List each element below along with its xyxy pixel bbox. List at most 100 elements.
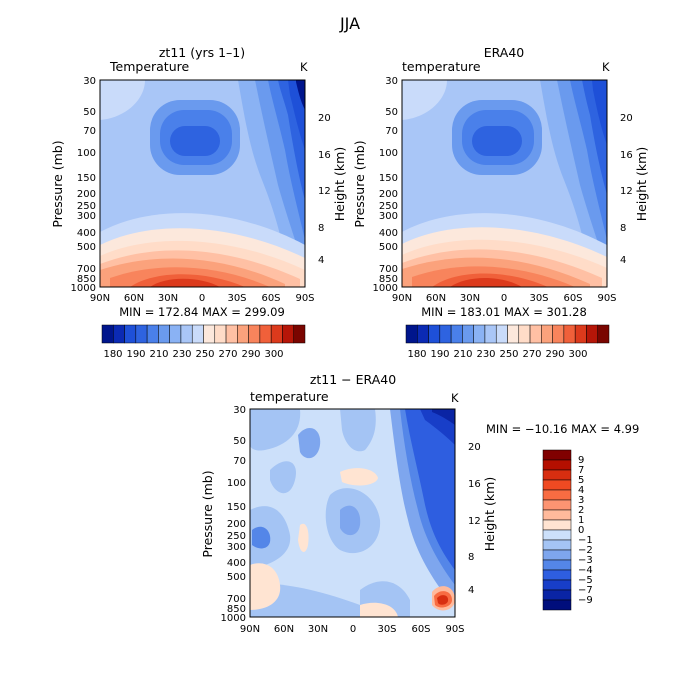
- latitude-tick: 0: [350, 624, 356, 635]
- colorbar-swatch: [542, 489, 572, 501]
- colorbar-labels: 9 7 5 4 3 2 1 0 −1 −2 −3 −4 −5 −7 −9: [578, 455, 593, 606]
- height-tick: 12: [468, 516, 481, 527]
- colorbar-label: −1: [578, 535, 593, 546]
- colorbar-swatch: [542, 579, 572, 591]
- height-tick: 20: [620, 113, 633, 124]
- colorbar-label: −4: [578, 565, 593, 576]
- height-tick: 8: [620, 223, 626, 234]
- colorbar-swatch: [101, 324, 114, 344]
- colorbar-swatch: [597, 324, 610, 344]
- pressure-tick: 70: [83, 126, 96, 137]
- pressure-tick: 100: [379, 148, 398, 159]
- units-label: K: [300, 60, 308, 74]
- height-tick: 16: [318, 150, 331, 161]
- pressure-tick: 400: [379, 228, 398, 239]
- colorbar-swatch: [450, 324, 463, 344]
- pressure-tick: 150: [379, 173, 398, 184]
- latitude-tick: 60S: [411, 624, 430, 635]
- latitude-tick: 60S: [563, 293, 582, 304]
- temperature-colorbar: [101, 324, 306, 344]
- colorbar-swatch: [542, 469, 572, 481]
- pressure-tick: 500: [227, 572, 246, 583]
- colorbar-swatch: [542, 509, 572, 521]
- pressure-tick: 1000: [71, 283, 96, 294]
- colorbar-label: 290: [545, 349, 564, 360]
- colorbar-swatch: [518, 324, 531, 344]
- colorbar-swatch: [542, 479, 572, 491]
- colorbar-swatch: [214, 324, 227, 344]
- colorbar-label: 270: [522, 349, 541, 360]
- colorbar-label: 190: [126, 349, 145, 360]
- panel-title: zt11 (yrs 1–1): [159, 45, 245, 60]
- latitude-tick: 60N: [426, 293, 446, 304]
- colorbar-label: 290: [241, 349, 260, 360]
- difference-colorbar: [542, 449, 572, 611]
- pressure-tick: 500: [77, 242, 96, 253]
- colorbar-swatch: [542, 549, 572, 561]
- pressure-tick: 700: [379, 264, 398, 275]
- height-tick: 20: [318, 113, 331, 124]
- height-axis-label: Height (km): [634, 147, 649, 221]
- min-max-stats: MIN = 172.84 MAX = 299.09: [119, 305, 285, 319]
- pressure-tick: 400: [227, 558, 246, 569]
- colorbar-swatch: [405, 324, 418, 344]
- colorbar-swatch: [574, 324, 587, 344]
- pressure-tick: 30: [385, 76, 398, 87]
- latitude-tick: 60N: [274, 624, 294, 635]
- latitude-tick: 90N: [90, 293, 110, 304]
- colorbar-label: 300: [264, 349, 283, 360]
- units-label: K: [451, 391, 459, 405]
- height-tick: 12: [620, 186, 633, 197]
- temperature-colorbar: [405, 324, 610, 344]
- colorbar-label: −9: [578, 595, 593, 606]
- latitude-tick: 60S: [261, 293, 280, 304]
- colorbar-swatch: [542, 499, 572, 511]
- pressure-tick: 250: [379, 201, 398, 212]
- colorbar-label: 9: [578, 455, 584, 466]
- colorbar-swatch: [169, 324, 182, 344]
- pressure-tick: 850: [227, 604, 246, 615]
- height-tick: 8: [468, 552, 474, 563]
- colorbar-swatch: [542, 519, 572, 531]
- colorbar-swatch: [259, 324, 272, 344]
- height-tick: 8: [318, 223, 324, 234]
- pressure-tick: 300: [77, 211, 96, 222]
- latitude-axis: 90N 60N 30N 0 30S 60S 90S: [240, 624, 465, 635]
- min-max-stats: MIN = 183.01 MAX = 301.28: [421, 305, 587, 319]
- colorbar-swatch: [135, 324, 148, 344]
- colorbar-label: 1: [578, 515, 584, 526]
- colorbar-swatch: [462, 324, 474, 344]
- colorbar-swatch: [529, 324, 542, 344]
- pressure-tick: 700: [227, 594, 246, 605]
- colorbar-swatch: [270, 324, 283, 344]
- height-tick: 4: [620, 255, 626, 266]
- colorbar-swatch: [282, 324, 294, 344]
- colorbar-label: 210: [149, 349, 168, 360]
- colorbar-swatch: [542, 449, 572, 461]
- colorbar-swatch: [563, 324, 576, 344]
- colorbar-label: −2: [578, 545, 593, 556]
- colorbar-swatch: [428, 324, 441, 344]
- colorbar-swatch: [542, 569, 572, 581]
- pressure-tick: 70: [385, 126, 398, 137]
- colorbar-label: 180: [407, 349, 426, 360]
- colorbar-swatch: [417, 324, 429, 344]
- colorbar-label: 5: [578, 475, 584, 486]
- colorbar-swatch: [507, 324, 520, 344]
- colorbar-label: −3: [578, 555, 593, 566]
- pressure-tick: 300: [227, 542, 246, 553]
- height-tick: 4: [468, 585, 474, 596]
- colorbar-swatch: [146, 324, 159, 344]
- latitude-tick: 90S: [597, 293, 616, 304]
- colorbar-label: 250: [195, 349, 214, 360]
- height-axis-label: Height (km): [332, 147, 347, 221]
- latitude-tick: 0: [501, 293, 507, 304]
- pressure-tick: 200: [379, 189, 398, 200]
- colorbar-label: −7: [578, 585, 593, 596]
- latitude-tick: 30S: [377, 624, 396, 635]
- colorbar-swatch: [180, 324, 193, 344]
- latitude-axis: 90N 60N 30N 0 30S 60S 90S: [90, 293, 315, 304]
- colorbar-labels: 180 190 210 230 250 270 290 300: [407, 349, 587, 360]
- pressure-tick: 150: [227, 502, 246, 513]
- pressure-tick: 1000: [221, 613, 246, 624]
